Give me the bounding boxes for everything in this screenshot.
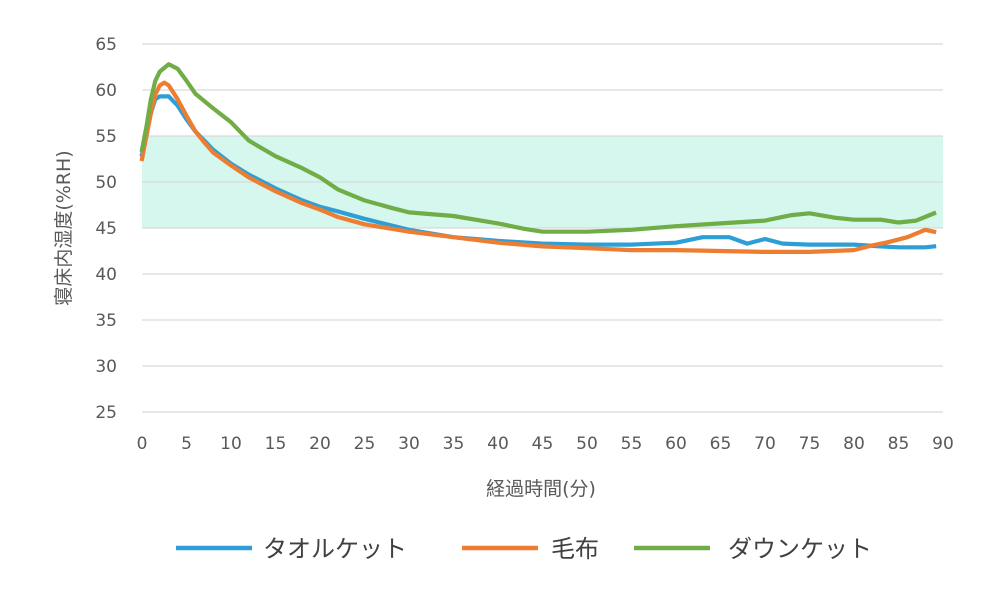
y-tick-label: 30 <box>95 357 117 377</box>
x-tick-label: 30 <box>398 434 420 454</box>
x-tick-label: 85 <box>888 434 910 454</box>
y-tick-label: 60 <box>95 81 117 101</box>
x-tick-label: 50 <box>576 434 598 454</box>
x-tick-label: 70 <box>754 434 776 454</box>
x-tick-label: 65 <box>710 434 732 454</box>
x-axis-ticks: 0 5 10 15 20 25 30 35 40 45 50 55 60 65 70 75 80 85 90 <box>137 434 954 454</box>
x-tick-label: 40 <box>487 434 509 454</box>
y-axis-ticks: 25 30 35 40 45 50 55 60 65 <box>95 35 117 423</box>
y-axis-title: 寝床内湿度(%RH) <box>53 150 75 305</box>
x-tick-label: 25 <box>354 434 376 454</box>
x-tick-label: 60 <box>665 434 687 454</box>
y-tick-label: 35 <box>95 311 117 331</box>
x-tick-label: 20 <box>309 434 331 454</box>
gridlines <box>142 44 943 412</box>
x-tick-label: 55 <box>621 434 643 454</box>
y-tick-label: 45 <box>95 219 117 239</box>
legend-label: タオルケット <box>263 535 407 563</box>
x-tick-label: 15 <box>265 434 287 454</box>
y-tick-label: 50 <box>95 173 117 193</box>
x-tick-label: 45 <box>532 434 554 454</box>
x-tick-label: 35 <box>443 434 465 454</box>
legend: タオルケット 毛布 ダウンケット <box>176 535 872 563</box>
x-tick-label: 10 <box>220 434 242 454</box>
legend-label: 毛布 <box>551 535 599 563</box>
x-tick-label: 90 <box>932 434 954 454</box>
x-tick-label: 75 <box>799 434 821 454</box>
x-tick-label: 0 <box>137 434 148 454</box>
y-tick-label: 40 <box>95 265 117 285</box>
legend-label: ダウンケット <box>728 535 872 563</box>
y-tick-label: 25 <box>95 403 117 423</box>
x-axis-title: 経過時間(分) <box>486 478 596 500</box>
x-tick-label: 5 <box>181 434 192 454</box>
y-tick-label: 65 <box>95 35 117 55</box>
y-tick-label: 55 <box>95 127 117 147</box>
x-tick-label: 80 <box>843 434 865 454</box>
